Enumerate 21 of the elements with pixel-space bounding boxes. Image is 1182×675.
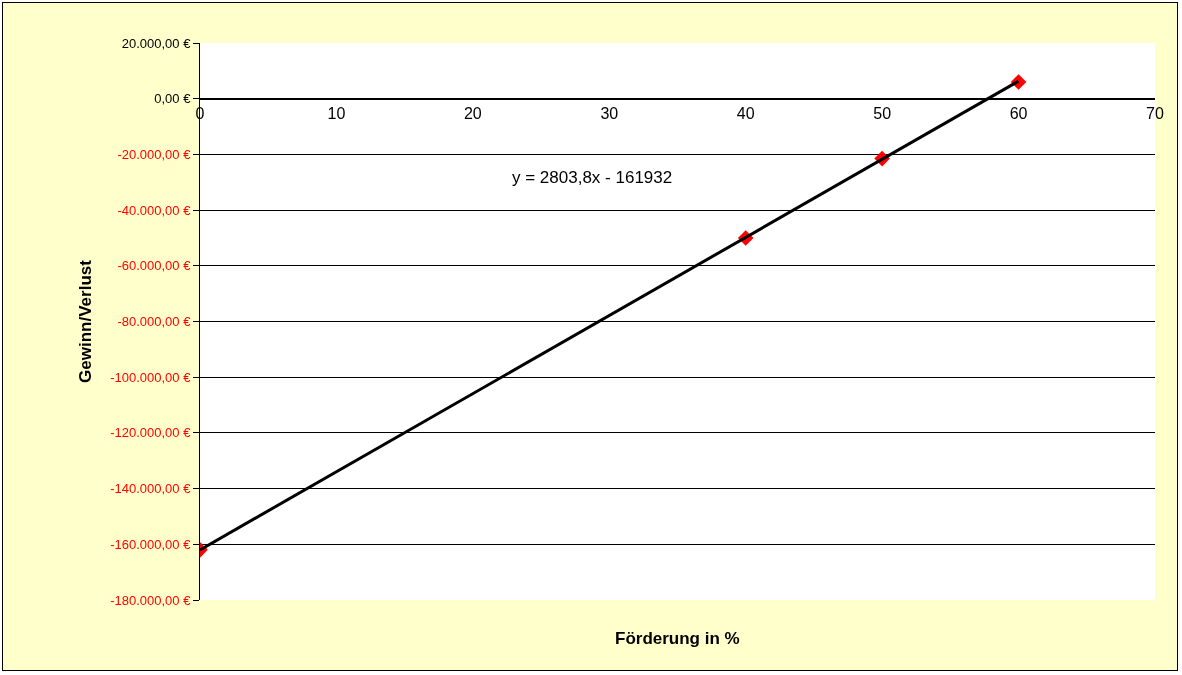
x-tick-label: 20 <box>463 104 482 122</box>
y-tick-label: -80.000,00 € <box>117 314 192 330</box>
x-tick-label: 10 <box>327 104 346 122</box>
y-tick-label: -100.000,00 € <box>110 369 192 385</box>
x-tick-label: 60 <box>1009 104 1028 122</box>
y-tick-label: -20.000,00 € <box>117 146 192 162</box>
x-tick-label: 40 <box>736 104 755 122</box>
x-tick-label: 70 <box>1146 104 1164 122</box>
y-tick-label: -160.000,00 € <box>110 536 192 552</box>
y-tick-label: -40.000,00 € <box>117 202 192 218</box>
annotation: y = 2803,8x - 161932 <box>512 168 673 187</box>
y-tick-label: -140.000,00 € <box>110 481 192 497</box>
x-tick-label: 30 <box>600 104 619 122</box>
y-tick-label: 0,00 € <box>154 91 192 107</box>
y-tick-label: 20.000,00 € <box>121 35 192 51</box>
y-tick-label: -180.000,00 € <box>110 592 192 608</box>
y-tick-label: -60.000,00 € <box>117 258 192 274</box>
x-tick-label: 50 <box>873 104 892 122</box>
y-axis-title: Gewinn/Verlust <box>75 259 95 383</box>
x-axis-title: Förderung in % <box>615 629 740 648</box>
y-tick-label: -120.000,00 € <box>110 425 192 441</box>
